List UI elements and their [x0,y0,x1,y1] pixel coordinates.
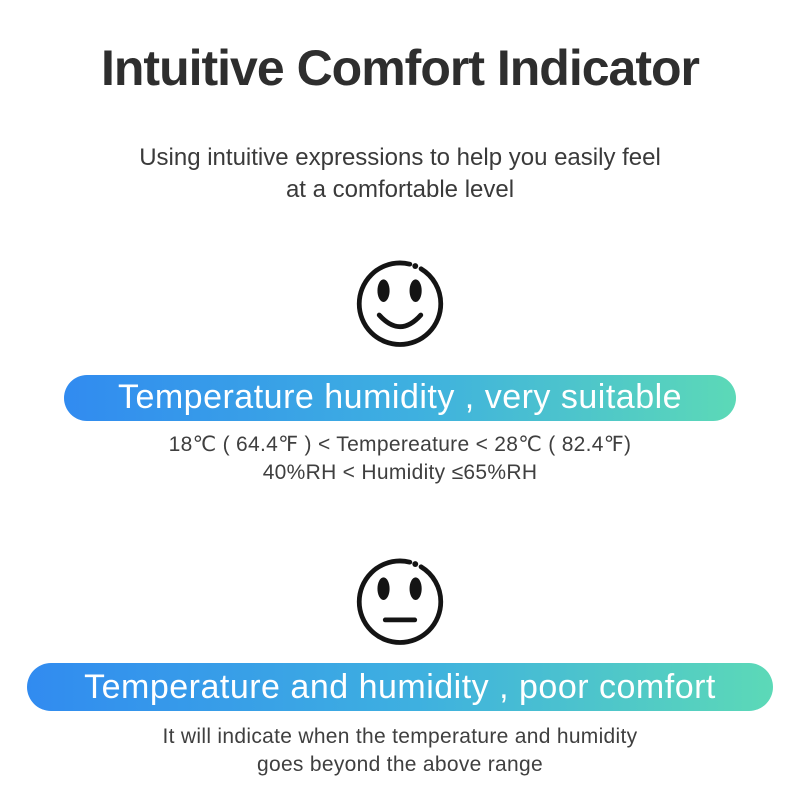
neutral-face-icon [356,558,444,645]
page-title: Intuitive Comfort Indicator [101,40,700,96]
note-line-2: goes beyond the above range [256,753,543,777]
subtitle-line-2: at a comfortable level [285,175,515,203]
suitable-range-text: 18℃ ( 64.4℉ ) < Tempereature < 28℃ ( 82.… [169,431,632,487]
temperature-range: 18℃ ( 64.4℉ ) < Tempereature < 28℃ ( 82.… [168,432,632,456]
note-line-1: It will indicate when the temperature an… [162,725,638,749]
poor-comfort-banner: Temperature and humidity , poor comfort [27,663,773,712]
suitable-banner: Temperature humidity , very suitable [64,374,736,421]
happy-face-icon [356,260,444,347]
page-subtitle: Using intuitive expressions to help you … [139,142,661,206]
subtitle-line-1: Using intuitive expressions to help you … [139,143,661,171]
poor-comfort-note: It will indicate when the temperature an… [163,723,638,779]
humidity-range: 40%RH < Humidity ≤65%RH [262,460,538,484]
